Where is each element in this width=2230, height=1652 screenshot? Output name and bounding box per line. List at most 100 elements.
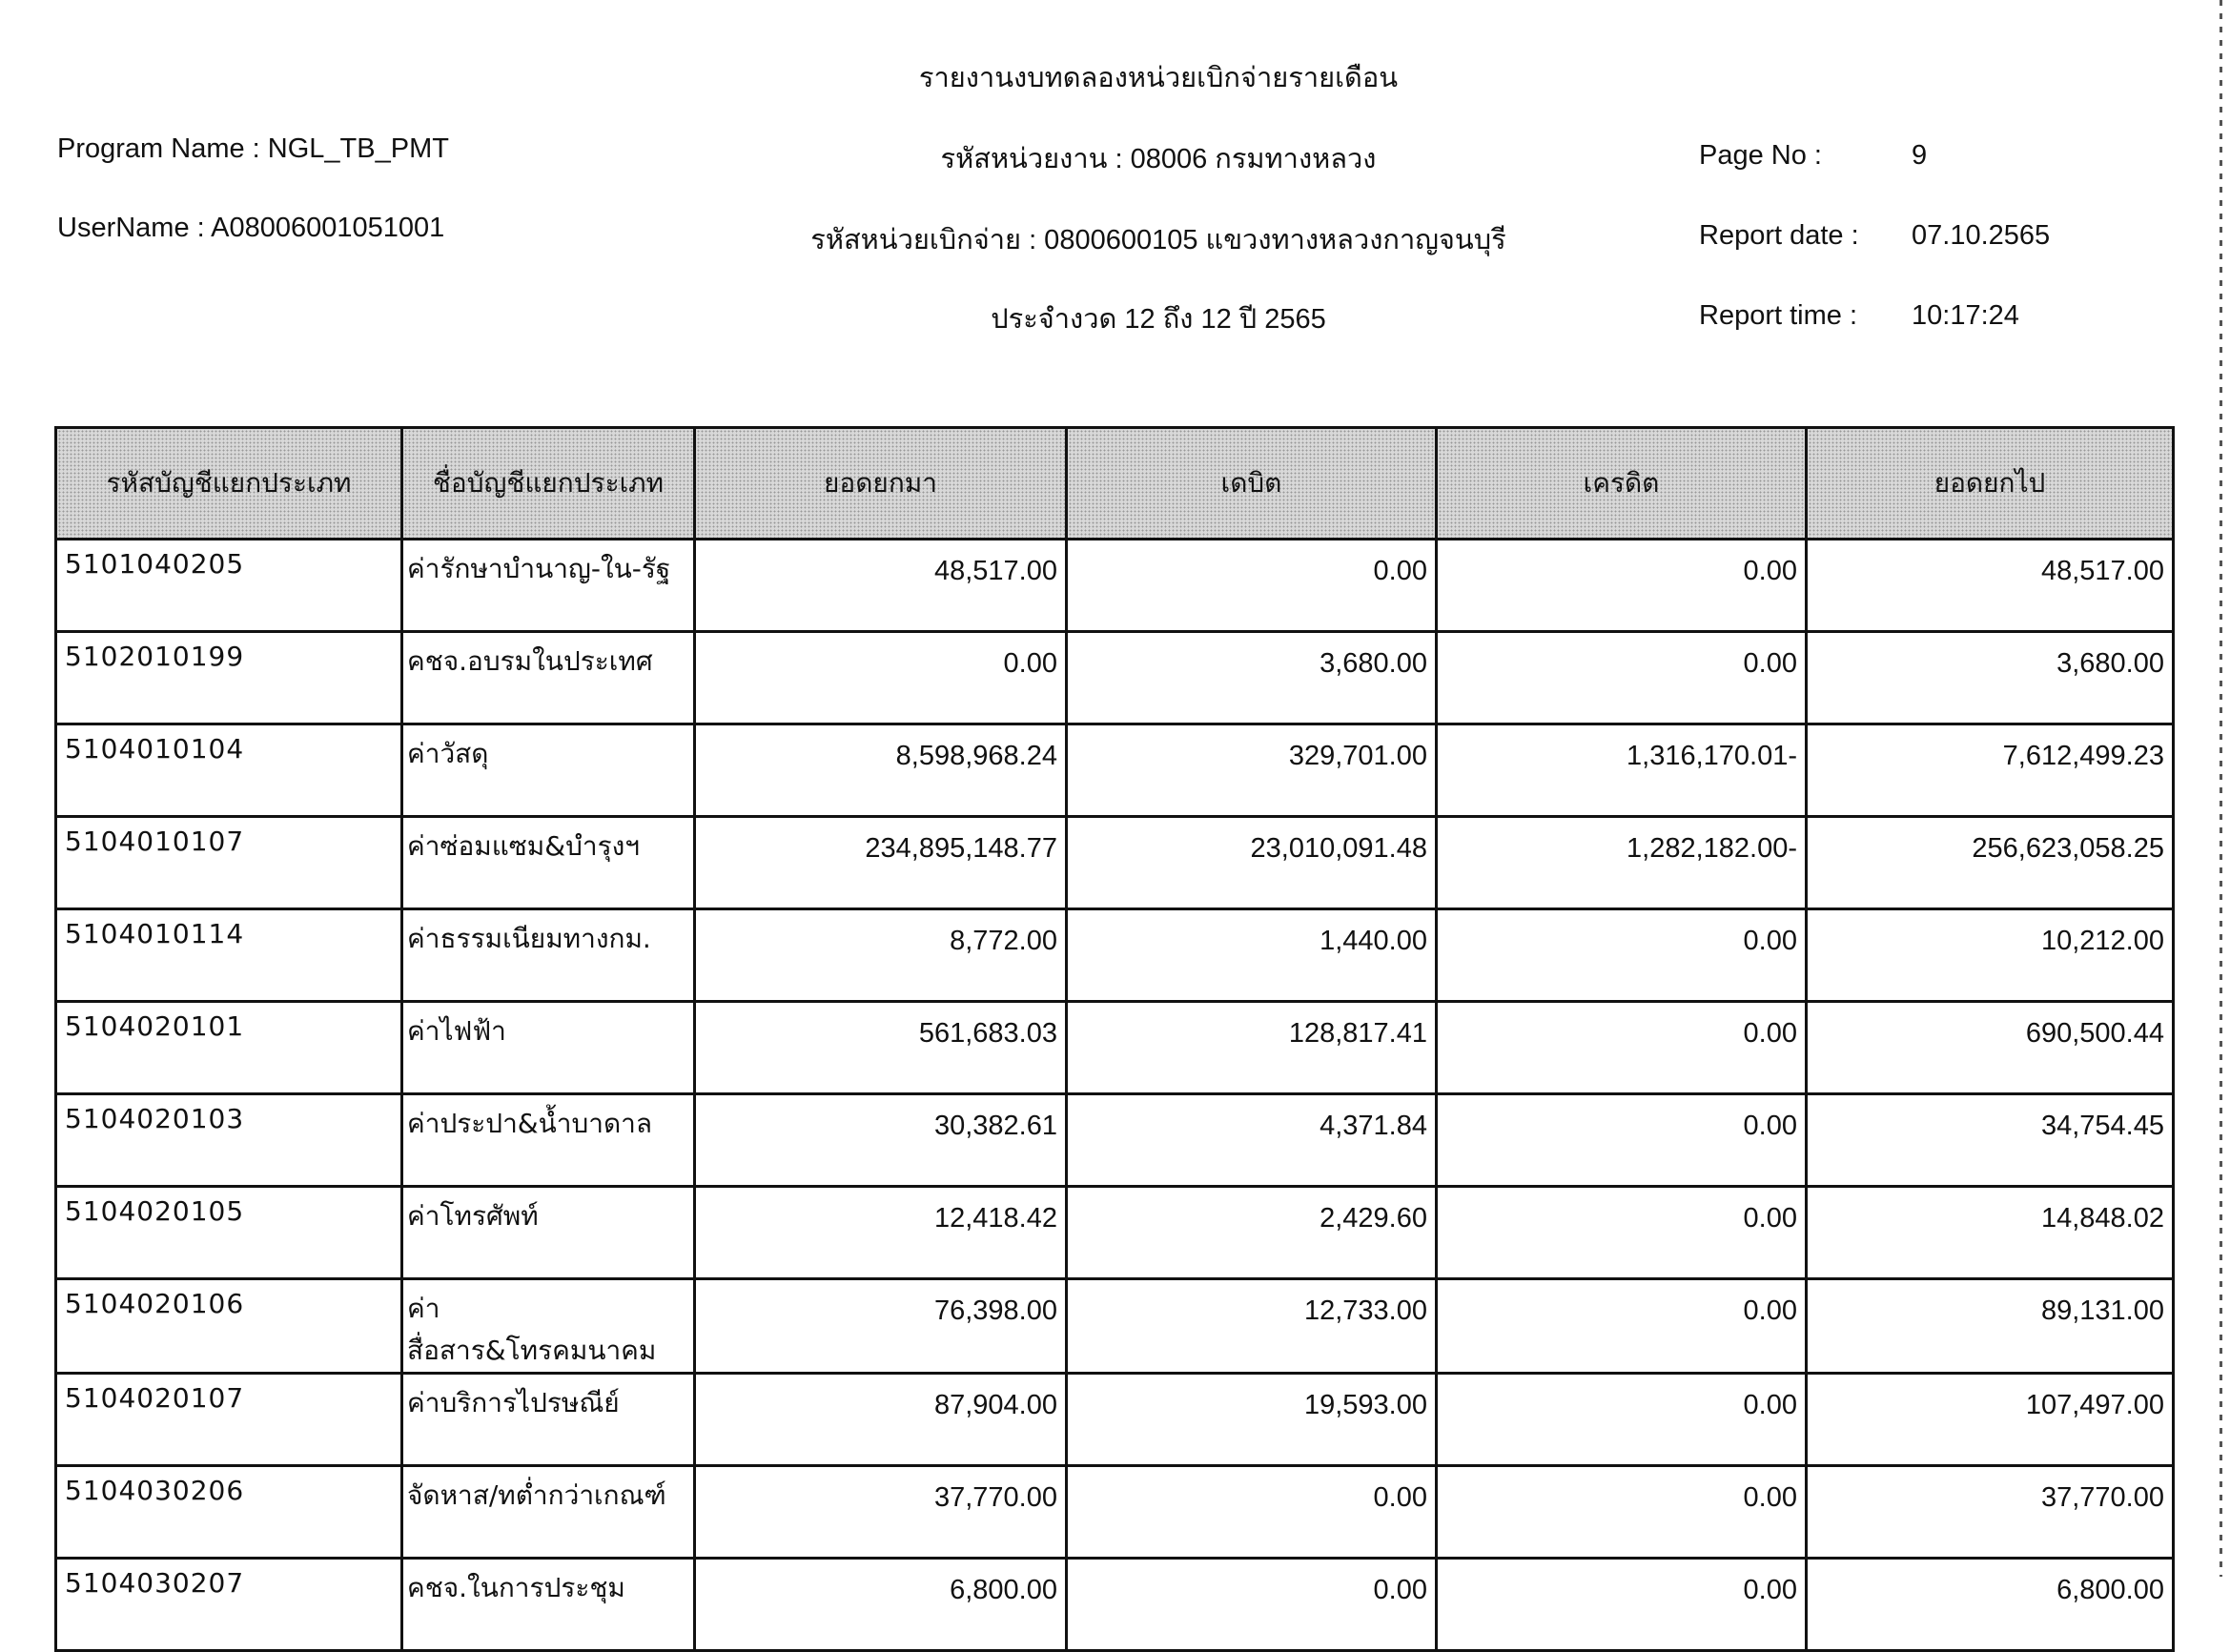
report-date: 07.10.2565 — [1912, 220, 2051, 251]
table-row: 5104010114 ค่าธรรมเนียมทางกม. 8,772.00 1,44… — [54, 908, 2175, 1003]
debit-cell: 23,010,091.48 — [1065, 815, 1438, 910]
credit-cell: 0.00 — [1435, 1277, 1808, 1375]
table-row: 5104030207 คชจ.ในการประชุม 6,800.00 0.00 0.0… — [54, 1557, 2175, 1652]
header-debit: เดบิต — [1065, 426, 1438, 540]
report-time-label: Report time : — [1699, 300, 1857, 331]
header-account-code: รหัสบัญชีแยกประเภท — [54, 426, 403, 540]
account-name-cell: ค่ารักษาบำนาญ-ใน-รัฐ — [400, 538, 696, 633]
brought-forward-cell: 6,800.00 — [693, 1557, 1068, 1652]
table-row: 5104020105 ค่าโทรศัพท์ 12,418.42 2,429.60 0.… — [54, 1185, 2175, 1280]
debit-cell: 329,701.00 — [1065, 723, 1438, 818]
brought-forward-cell: 0.00 — [693, 630, 1068, 725]
period: ประจำงวด 12 ถึง 12 ปี 2565 — [991, 304, 1326, 335]
report-date-label: Report date : — [1699, 220, 1859, 251]
brought-forward-cell: 561,683.03 — [693, 1000, 1068, 1095]
brought-forward-cell: 76,398.00 — [693, 1277, 1068, 1375]
credit-cell: 0.00 — [1435, 1185, 1808, 1280]
table-body: 5101040205 ค่ารักษาบำนาญ-ใน-รัฐ 48,517.00 0… — [54, 538, 2175, 1652]
table-row: 5104020101 ค่าไฟฟ้า 561,683.03 128,817.41 0.… — [54, 1000, 2175, 1095]
account-code-cell: 5104020107 — [54, 1372, 403, 1467]
brought-forward-cell: 8,598,968.24 — [693, 723, 1068, 818]
account-name-cell: ค่าโทรศัพท์ — [400, 1185, 696, 1280]
account-code-cell: 5104010104 — [54, 723, 403, 818]
table-header-row: รหัสบัญชีแยกประเภท ชื่อบัญชีแยกประเภท ยอดย… — [54, 426, 2175, 540]
credit-cell: 0.00 — [1435, 538, 1808, 633]
table-row: 5104010104 ค่าวัสดุ 8,598,968.24 329,701.00… — [54, 723, 2175, 818]
debit-cell: 1,440.00 — [1065, 908, 1438, 1003]
page-no: 9 — [1912, 140, 1928, 171]
brought-forward-cell: 234,895,148.77 — [693, 815, 1068, 910]
brought-forward-cell: 8,772.00 — [693, 908, 1068, 1003]
account-code-cell: 5104030206 — [54, 1464, 403, 1560]
account-name-cell: คชจ.อบรมในประเทศ — [400, 630, 696, 725]
debit-cell: 0.00 — [1065, 1557, 1438, 1652]
agency-code: รหัสหน่วยงาน : 08006 กรมทางหลวง — [940, 144, 1377, 174]
scan-edge — [2220, 0, 2222, 1577]
account-name-cell: ค่าซ่อมแซม&บำรุงฯ — [400, 815, 696, 910]
carried-forward-cell: 6,800.00 — [1805, 1557, 2175, 1652]
trial-balance-table: รหัสบัญชีแยกประเภท ชื่อบัญชีแยกประเภท ยอดย… — [54, 426, 2175, 1652]
program-name: Program Name : NGL_TB_PMT — [57, 133, 449, 164]
account-code-cell: 5104010114 — [54, 908, 403, 1003]
credit-cell: 1,316,170.01- — [1435, 723, 1808, 818]
table-row: 5104030206 จัดหาส/ทต่ำกว่าเกณฑ์ 37,770.00 0… — [54, 1464, 2175, 1560]
table-row: 5101040205 ค่ารักษาบำนาญ-ใน-รัฐ 48,517.00 0… — [54, 538, 2175, 633]
account-code-cell: 5104020106 — [54, 1277, 403, 1375]
table-row: 5104020107 ค่าบริการไปรษณีย์ 87,904.00 19,5… — [54, 1372, 2175, 1467]
carried-forward-cell: 256,623,058.25 — [1805, 815, 2175, 910]
account-code-cell: 5104030207 — [54, 1557, 403, 1652]
table-row: 5102010199 คชจ.อบรมในประเทศ 0.00 3,680.00 0.… — [54, 630, 2175, 725]
account-name-cell: ค่าไฟฟ้า — [400, 1000, 696, 1095]
account-code-cell: 5102010199 — [54, 630, 403, 725]
account-name-cell: ค่าวัสดุ — [400, 723, 696, 818]
carried-forward-cell: 48,517.00 — [1805, 538, 2175, 633]
brought-forward-cell: 48,517.00 — [693, 538, 1068, 633]
carried-forward-cell: 37,770.00 — [1805, 1464, 2175, 1560]
credit-cell: 1,282,182.00- — [1435, 815, 1808, 910]
report-title: รายงานงบทดลองหน่วยเบิกจ่ายรายเดือน — [918, 63, 1399, 93]
account-name-cell: ค่าบริการไปรษณีย์ — [400, 1372, 696, 1467]
account-code-cell: 5104020105 — [54, 1185, 403, 1280]
carried-forward-cell: 7,612,499.23 — [1805, 723, 2175, 818]
report-time: 10:17:24 — [1912, 300, 2019, 331]
credit-cell: 0.00 — [1435, 1092, 1808, 1188]
brought-forward-cell: 12,418.42 — [693, 1185, 1068, 1280]
credit-cell: 0.00 — [1435, 630, 1808, 725]
account-code-cell: 5104020103 — [54, 1092, 403, 1188]
carried-forward-cell: 107,497.00 — [1805, 1372, 2175, 1467]
carried-forward-cell: 34,754.45 — [1805, 1092, 2175, 1188]
debit-cell: 0.00 — [1065, 1464, 1438, 1560]
account-name-cell: ค่าธรรมเนียมทางกม. — [400, 908, 696, 1003]
credit-cell: 0.00 — [1435, 1557, 1808, 1652]
brought-forward-cell: 30,382.61 — [693, 1092, 1068, 1188]
disbursing-unit: รหัสหน่วยเบิกจ่าย : 0800600105 แขวงทางหล… — [810, 225, 1506, 255]
debit-cell: 12,733.00 — [1065, 1277, 1438, 1375]
debit-cell: 4,371.84 — [1065, 1092, 1438, 1188]
table-row: 5104020103 ค่าประปา&น้ำบาดาล 30,382.61 4,37… — [54, 1092, 2175, 1188]
header-account-name: ชื่อบัญชีแยกประเภท — [400, 426, 696, 540]
brought-forward-cell: 87,904.00 — [693, 1372, 1068, 1467]
account-code-cell: 5104020101 — [54, 1000, 403, 1095]
account-name-cell: ค่าประปา&น้ำบาดาล — [400, 1092, 696, 1188]
credit-cell: 0.00 — [1435, 908, 1808, 1003]
account-name-cell: ค่าสื่อสาร&โทรคมนาคม — [400, 1277, 696, 1375]
debit-cell: 0.00 — [1065, 538, 1438, 633]
carried-forward-cell: 3,680.00 — [1805, 630, 2175, 725]
account-name-cell: จัดหาส/ทต่ำกว่าเกณฑ์ — [400, 1464, 696, 1560]
account-code-cell: 5104010107 — [54, 815, 403, 910]
brought-forward-cell: 37,770.00 — [693, 1464, 1068, 1560]
debit-cell: 3,680.00 — [1065, 630, 1438, 725]
debit-cell: 128,817.41 — [1065, 1000, 1438, 1095]
debit-cell: 2,429.60 — [1065, 1185, 1438, 1280]
carried-forward-cell: 10,212.00 — [1805, 908, 2175, 1003]
debit-cell: 19,593.00 — [1065, 1372, 1438, 1467]
account-name-cell: คชจ.ในการประชุม — [400, 1557, 696, 1652]
header-credit: เครดิต — [1435, 426, 1808, 540]
carried-forward-cell: 690,500.44 — [1805, 1000, 2175, 1095]
user-name: UserName : A08006001051001 — [57, 213, 445, 243]
header-carried-forward: ยอดยกไป — [1805, 426, 2175, 540]
carried-forward-cell: 89,131.00 — [1805, 1277, 2175, 1375]
table-row: 5104020106 ค่าสื่อสาร&โทรคมนาคม 76,398.00 1… — [54, 1277, 2175, 1375]
header-brought-forward: ยอดยกมา — [693, 426, 1068, 540]
account-code-cell: 5101040205 — [54, 538, 403, 633]
